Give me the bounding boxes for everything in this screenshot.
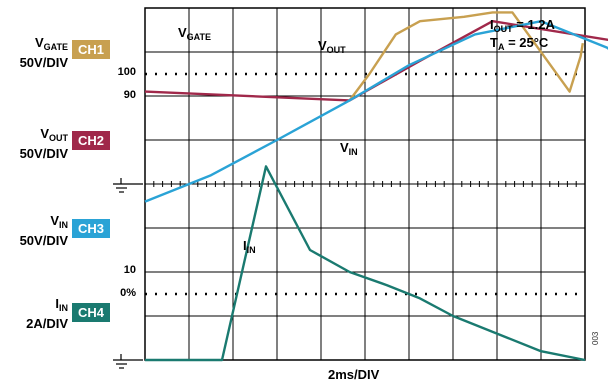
ground-markers [113, 178, 143, 369]
annotation-vgate: VGATE [178, 25, 212, 42]
tick-90: 90 [123, 89, 136, 101]
condition-ta: TA = 25°C [490, 35, 549, 52]
condition-iout: IOUT = 1.2A [490, 17, 555, 34]
annotation-vin: VIN [340, 140, 358, 157]
ch1-badge: CH1 [72, 40, 110, 59]
ch4-scale: 2A/DIV [26, 316, 68, 331]
ch2-badge: CH2 [72, 131, 110, 150]
annotation-iin: IIN [243, 238, 256, 255]
ch2-name: VOUT [40, 126, 68, 143]
ch3-label: VIN 50V/DIV [2, 213, 68, 248]
trace-vgate [348, 11, 584, 102]
ch4-badge: CH4 [72, 303, 110, 322]
figure-code: 003 [591, 331, 600, 345]
ch2-label: VOUT 50V/DIV [2, 126, 68, 161]
ch3-scale: 50V/DIV [19, 233, 68, 248]
plot-grid [144, 7, 586, 361]
ground-icon [113, 178, 143, 193]
ground-icon [113, 354, 143, 369]
ch4-label: IIN 2A/DIV [2, 296, 68, 331]
trace-vin [144, 20, 608, 203]
ch3-badge: CH3 [72, 219, 110, 238]
x-axis-label: 2ms/DIV [328, 367, 380, 382]
ch2-scale: 50V/DIV [19, 146, 68, 161]
annotation-vout: VOUT [318, 38, 346, 55]
ch3-name: VIN [50, 213, 68, 230]
trace-group [144, 11, 608, 362]
ch1-name: VGATE [34, 35, 68, 52]
trace-iin [145, 165, 586, 362]
tick-100: 100 [117, 66, 136, 78]
ch1-label: VGATE 50V/DIV [2, 35, 68, 70]
ch1-scale: 50V/DIV [19, 55, 68, 70]
tick-10: 10 [123, 264, 136, 276]
ch4-name: IIN [55, 296, 68, 313]
tick-0: 0% [120, 287, 136, 299]
